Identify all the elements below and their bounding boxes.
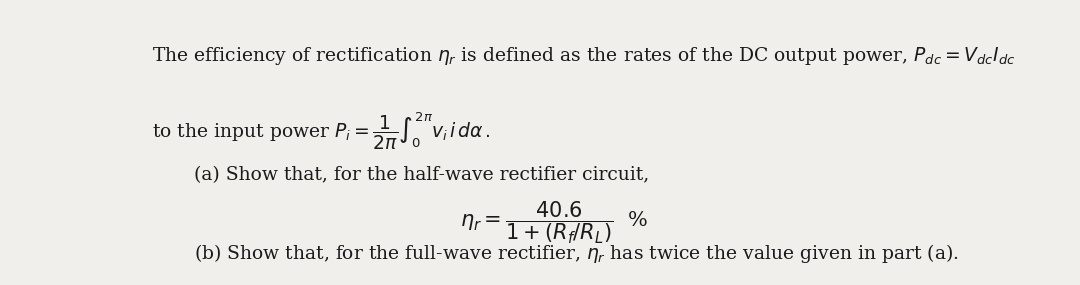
- Text: $\eta_r = \dfrac{40.6}{1+(R_f/R_L)}$  %: $\eta_r = \dfrac{40.6}{1+(R_f/R_L)}$ %: [460, 200, 647, 246]
- Text: (b) Show that, for the full-wave rectifier, $\eta_r$ has twice the value given i: (b) Show that, for the full-wave rectifi…: [193, 242, 958, 264]
- Text: The efficiency of rectification $\eta_r$ is defined as the rates of the DC outpu: The efficiency of rectification $\eta_r$…: [151, 45, 1015, 67]
- Text: (a) Show that, for the half-wave rectifier circuit,: (a) Show that, for the half-wave rectifi…: [193, 166, 649, 184]
- Text: to the input power $P_i = \dfrac{1}{2\pi}\int_0^{2\pi} v_i\, i\, d\alpha\,.$: to the input power $P_i = \dfrac{1}{2\pi…: [151, 111, 490, 152]
